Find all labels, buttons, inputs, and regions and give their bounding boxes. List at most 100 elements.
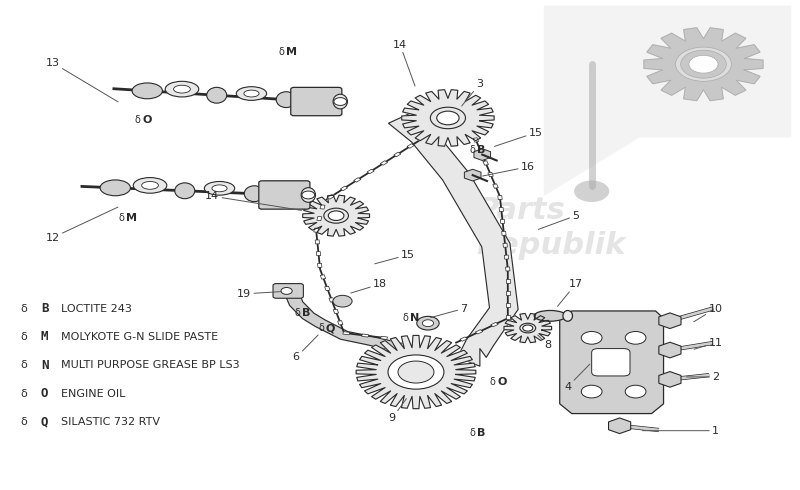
Text: δ: δ <box>278 47 284 57</box>
Circle shape <box>281 288 292 294</box>
Bar <box>320 205 325 209</box>
Text: δ: δ <box>118 213 125 223</box>
Ellipse shape <box>206 87 226 103</box>
Text: δ: δ <box>470 428 476 438</box>
Bar <box>381 336 387 340</box>
Bar <box>340 186 348 191</box>
Text: B: B <box>478 145 486 155</box>
Polygon shape <box>560 311 663 414</box>
Bar <box>506 291 510 295</box>
Bar <box>367 169 374 173</box>
Bar <box>407 144 414 148</box>
Bar <box>327 195 334 199</box>
Text: 17: 17 <box>558 279 582 306</box>
Bar <box>394 152 401 157</box>
Polygon shape <box>356 336 476 409</box>
Bar <box>318 264 322 268</box>
Text: 14: 14 <box>206 191 302 210</box>
Ellipse shape <box>301 188 315 202</box>
Text: O: O <box>41 387 48 400</box>
FancyBboxPatch shape <box>592 348 630 376</box>
Text: MOLYKOTE G-N SLIDE PASTE: MOLYKOTE G-N SLIDE PASTE <box>61 332 218 342</box>
Text: B: B <box>478 428 486 438</box>
Text: MULTI PURPOSE GREASE BP LS3: MULTI PURPOSE GREASE BP LS3 <box>61 360 239 370</box>
Ellipse shape <box>132 83 162 99</box>
Text: 15: 15 <box>494 127 542 147</box>
Text: δ: δ <box>134 116 141 125</box>
Circle shape <box>388 355 444 389</box>
Bar <box>502 231 506 235</box>
Text: 12: 12 <box>46 207 118 243</box>
Bar <box>314 228 318 232</box>
Bar <box>334 309 338 314</box>
Text: M: M <box>286 47 297 57</box>
Circle shape <box>324 208 349 223</box>
Text: 19: 19 <box>238 289 282 299</box>
Text: Q: Q <box>326 323 335 333</box>
Circle shape <box>334 98 346 105</box>
FancyBboxPatch shape <box>273 284 303 298</box>
Text: 1: 1 <box>642 426 719 436</box>
Text: B: B <box>302 308 310 318</box>
Bar <box>317 217 322 221</box>
Circle shape <box>333 295 352 307</box>
Text: O: O <box>498 377 507 387</box>
Text: 10: 10 <box>694 303 722 322</box>
Text: 11: 11 <box>694 338 722 349</box>
Polygon shape <box>302 195 370 236</box>
Bar <box>380 161 388 165</box>
Bar <box>493 184 498 188</box>
Bar <box>473 138 478 142</box>
FancyBboxPatch shape <box>290 87 342 116</box>
Polygon shape <box>544 5 791 196</box>
Bar <box>460 337 467 341</box>
Circle shape <box>520 323 536 333</box>
Text: B: B <box>41 302 48 315</box>
Bar <box>506 315 510 318</box>
Ellipse shape <box>276 92 296 107</box>
Text: 9: 9 <box>389 399 406 423</box>
Circle shape <box>394 359 438 386</box>
Ellipse shape <box>166 81 198 97</box>
Circle shape <box>626 385 646 398</box>
Text: Parts: Parts <box>476 196 565 225</box>
Circle shape <box>522 325 533 331</box>
Circle shape <box>302 191 314 199</box>
Circle shape <box>437 111 459 125</box>
Text: N: N <box>41 359 48 372</box>
Ellipse shape <box>134 177 167 193</box>
Bar <box>506 303 510 307</box>
Bar <box>320 275 326 279</box>
Text: 8: 8 <box>538 335 551 350</box>
Text: δ: δ <box>294 308 300 318</box>
Text: δ: δ <box>21 332 27 342</box>
Text: δ: δ <box>490 377 496 387</box>
Circle shape <box>681 50 726 78</box>
Text: LOCTITE 243: LOCTITE 243 <box>61 303 131 314</box>
Circle shape <box>398 361 434 383</box>
Bar <box>499 207 503 212</box>
Text: 7: 7 <box>430 303 467 318</box>
Polygon shape <box>504 314 551 343</box>
Text: δ: δ <box>470 145 476 155</box>
Bar <box>354 178 361 182</box>
Ellipse shape <box>204 181 234 195</box>
Text: 15: 15 <box>374 250 415 264</box>
Text: Q: Q <box>41 416 48 428</box>
Text: Republik: Republik <box>476 230 626 260</box>
Text: δ: δ <box>318 323 324 333</box>
Bar <box>316 252 321 256</box>
Bar <box>475 330 483 334</box>
Circle shape <box>422 320 434 327</box>
Text: 18: 18 <box>350 279 387 293</box>
Polygon shape <box>389 113 518 366</box>
Bar <box>329 298 334 302</box>
Bar <box>315 240 319 244</box>
Polygon shape <box>644 28 763 100</box>
Ellipse shape <box>563 311 573 321</box>
Circle shape <box>675 47 731 81</box>
Text: δ: δ <box>21 389 27 398</box>
Bar <box>338 320 343 325</box>
Bar <box>362 334 369 337</box>
Text: δ: δ <box>21 417 27 427</box>
